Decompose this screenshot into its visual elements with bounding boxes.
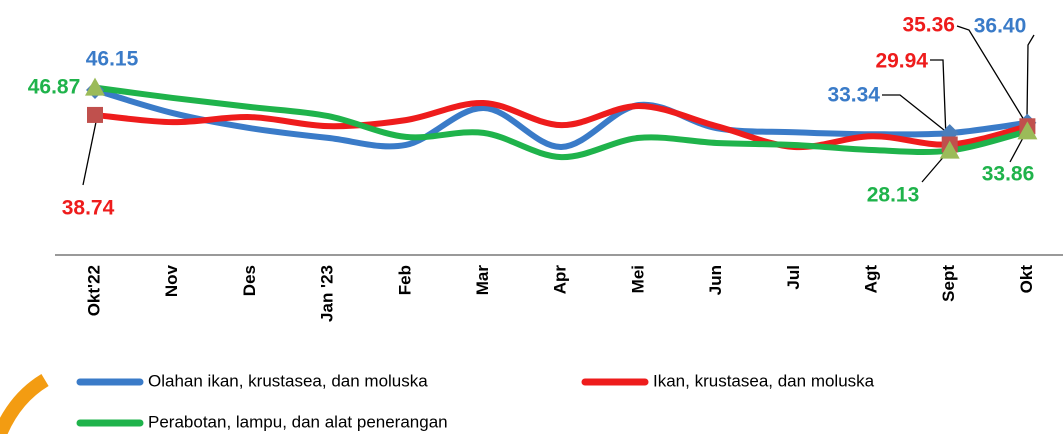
value-label: 29.94 <box>875 50 928 73</box>
leader-lines <box>82 25 1035 186</box>
leader-line <box>1009 135 1025 163</box>
leader-line <box>82 121 97 186</box>
x-tick-label: Jan '23 <box>318 265 337 322</box>
x-tick-label: Jun <box>706 265 725 295</box>
x-tick-label: Mei <box>628 265 647 293</box>
leader-line <box>1026 34 1035 119</box>
marker <box>1017 121 1038 140</box>
marker <box>87 106 103 123</box>
x-tick-label: Nov <box>162 264 181 297</box>
marker <box>939 140 960 159</box>
value-label: 46.87 <box>28 76 81 99</box>
leader-line <box>882 94 945 131</box>
series-line <box>92 84 1031 161</box>
x-tick-label: Feb <box>395 265 414 295</box>
value-label: 33.34 <box>827 84 880 107</box>
decoration <box>0 373 49 434</box>
x-tick-label: Des <box>240 265 259 296</box>
value-label: 33.86 <box>982 163 1035 186</box>
x-tick-label: Sept <box>939 265 958 302</box>
value-label: 36.40 <box>974 15 1027 38</box>
x-tick-label: Okt'22 <box>84 265 103 316</box>
value-label: 46.15 <box>86 48 139 71</box>
series-line <box>92 99 1031 151</box>
value-label: 38.74 <box>62 197 115 220</box>
legend-label: Perabotan, lampu, dan alat penerangan <box>148 412 448 431</box>
marker <box>85 77 105 96</box>
legend-label: Ikan, krustasea, dan moluska <box>653 371 875 390</box>
x-tick-label: Apr <box>551 265 570 295</box>
x-tick-label: Okt <box>1017 265 1036 294</box>
value-label: 35.36 <box>902 14 955 37</box>
value-label: 28.13 <box>867 184 920 207</box>
leader-line <box>930 59 947 139</box>
x-tick-label: Mar <box>473 265 492 296</box>
x-tick-label: Agt <box>861 265 880 294</box>
leader-line <box>921 153 947 183</box>
legend-label: Olahan ikan, krustasea, dan moluska <box>148 371 428 390</box>
leader-line <box>956 25 1025 121</box>
x-tick-label: Jul <box>784 265 803 290</box>
